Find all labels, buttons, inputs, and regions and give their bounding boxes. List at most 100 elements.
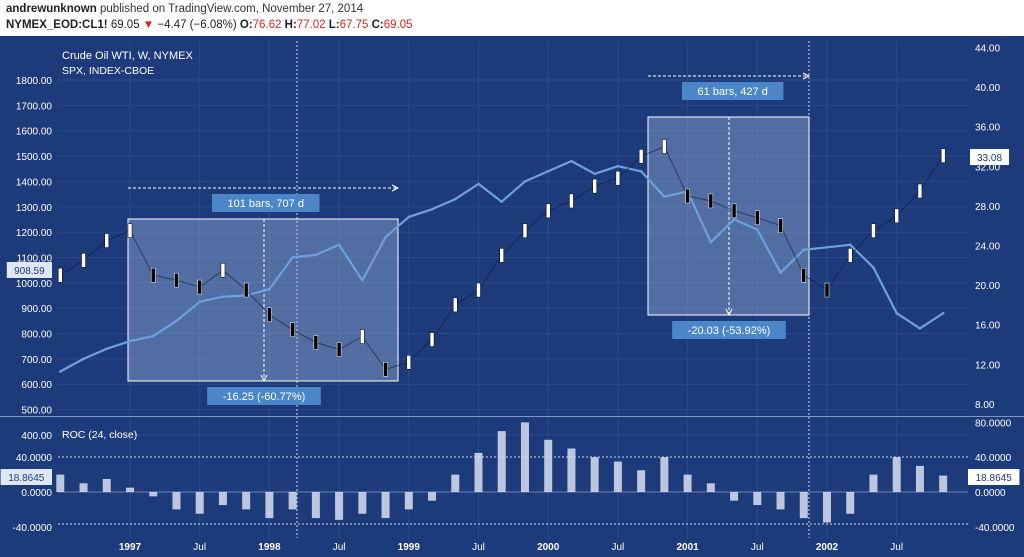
crude-bar [894, 208, 899, 224]
spx-point [941, 311, 945, 315]
left-tick-label: 400.00 [21, 431, 52, 442]
crude-bar [104, 233, 110, 248]
roc-bar [799, 492, 808, 519]
left-tick-label: 700.00 [21, 355, 52, 366]
left-tick-label: 1200.00 [16, 228, 53, 239]
roc-bar [195, 492, 204, 514]
spx-point [198, 300, 201, 304]
spx-point [337, 243, 341, 247]
chart-labels: Crude Oil WTI, W, NYMEX SPX, INDEX-CBOE … [62, 50, 193, 441]
roc-histogram [56, 422, 968, 523]
spx-point [477, 182, 480, 186]
roc-bar [544, 439, 553, 492]
spx-point [570, 159, 573, 163]
x-tick-label: Jul [890, 542, 903, 553]
left-tick-label: 800.00 [21, 330, 52, 341]
left-tick-label: 1500.00 [16, 152, 53, 163]
crude-bar [871, 223, 876, 238]
roc-bar [590, 457, 599, 492]
left-tick-label: 1300.00 [16, 203, 53, 214]
roc-bar [567, 448, 576, 492]
symbol-label[interactable]: NYMEX_EOD:CL1! [6, 19, 108, 31]
right-tick-label: 44.00 [975, 44, 1000, 55]
crude-bar [81, 253, 86, 268]
spx-point [291, 256, 294, 259]
high-value: 77.02 [296, 19, 326, 31]
crude-bar [731, 203, 737, 219]
roc-bar [637, 470, 646, 492]
roc-bar [497, 431, 506, 492]
right-tick-label: 36.00 [975, 123, 1000, 134]
left-price-marker-box [6, 262, 53, 278]
spx-point [221, 295, 225, 299]
measure-change-label: -20.03 (-53.92%) [688, 325, 771, 337]
left-tick-label: 1100.00 [17, 253, 53, 264]
x-tick-label: Jul [751, 542, 764, 553]
chart-background [0, 36, 1024, 557]
spx-point [895, 311, 898, 315]
measure-callout [212, 194, 320, 212]
spx-point [314, 253, 318, 257]
roc-right-tick: 0.0000 [975, 488, 1006, 499]
left-tick-label: 1700.00 [16, 101, 53, 112]
spx-point [430, 207, 434, 211]
spx-point [175, 319, 178, 323]
roc-bar [451, 474, 460, 492]
spx-point [779, 271, 782, 274]
crude-bar [197, 279, 202, 295]
spx-series [59, 159, 945, 373]
x-tick-label: 2002 [816, 542, 839, 553]
spx-point [732, 218, 736, 221]
roc-bar [474, 452, 483, 492]
roc-bar [428, 492, 437, 501]
roc-bar [218, 492, 227, 506]
spx-point [709, 240, 713, 244]
spx-point [802, 248, 806, 252]
left-tick-label: 1400.00 [16, 177, 53, 188]
crude-bar [58, 267, 63, 283]
left-price-marker: 908.59 [14, 266, 45, 277]
spx-point [151, 334, 155, 338]
crude-bar [313, 335, 319, 350]
author-link[interactable]: andrewunknown [6, 3, 97, 15]
roc-legend: ROC (24, close) [62, 429, 137, 441]
spx-point [268, 287, 271, 291]
crude-bar [174, 272, 179, 288]
x-tick-label: 1998 [258, 542, 281, 553]
crude-bar [127, 223, 133, 238]
crude-bar [290, 322, 295, 337]
roc-bar [915, 465, 924, 492]
roc-bar [683, 474, 692, 492]
left-tick-label: 600.00 [21, 380, 52, 391]
spx-point [361, 278, 364, 282]
roc-left-tick: -40.0000 [13, 523, 53, 534]
chart-canvas[interactable]: 101 bars, 707 d -16.25 (-60.77%) 61 bars, … [0, 36, 1024, 557]
crude-bar [569, 193, 574, 209]
roc-bar [823, 492, 831, 523]
x-tick-label: Jul [333, 542, 346, 553]
crude-bar [801, 267, 807, 283]
measure-bars-label: 101 bars, 707 d [228, 198, 304, 210]
measure-box [647, 116, 810, 316]
crude-bar [453, 297, 458, 313]
spx-point [59, 370, 62, 373]
right-price-marker-box [970, 149, 1009, 165]
roc-bar [753, 492, 762, 506]
measure-boxes: 101 bars, 707 d -16.25 (-60.77%) 61 bars, … [127, 72, 811, 405]
roc-bar [126, 487, 134, 492]
spx-point [663, 195, 666, 198]
open-label: O: [239, 19, 253, 31]
x-tick-label: Jul [472, 542, 485, 553]
crude-bar [150, 267, 156, 283]
spx-point [546, 169, 550, 173]
left-tick-label: 1800.00 [16, 76, 53, 87]
crude-bar [406, 355, 412, 370]
close-label: C: [371, 19, 384, 31]
roc-right-marker-box [968, 469, 1020, 485]
spx-point [384, 235, 387, 239]
roc-bar [939, 475, 948, 492]
roc-left-tick: 0.0000 [21, 488, 52, 499]
roc-bar [102, 478, 111, 492]
roc-bar [335, 492, 344, 520]
measure-callout [672, 321, 786, 339]
